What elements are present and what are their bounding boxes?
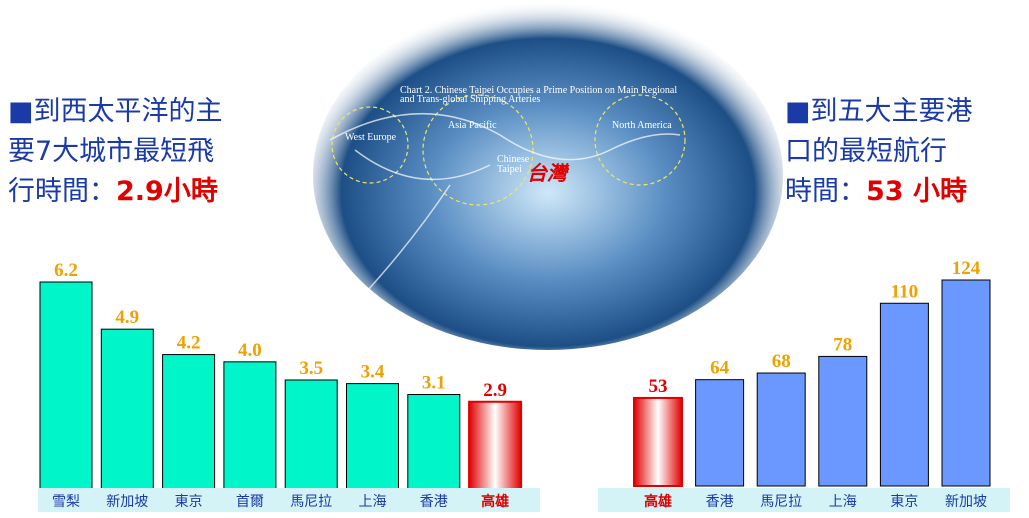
value-label: 78	[833, 334, 852, 355]
taiwan-label: 台灣	[527, 161, 570, 185]
category-label: 新加坡	[945, 494, 987, 510]
value-label: 68	[772, 351, 791, 372]
map-region: Asia Pacific	[448, 120, 497, 131]
category-label: 雪梨	[52, 494, 80, 510]
map-region: North America	[612, 120, 672, 131]
category-label: 香港	[706, 494, 734, 510]
bar	[633, 396, 683, 487]
bar	[39, 281, 93, 508]
bar	[756, 372, 806, 487]
value-label: 64	[710, 358, 730, 379]
map-label: Chinese	[497, 154, 530, 165]
category-label: 高雄	[481, 493, 509, 510]
bar	[223, 361, 277, 508]
heading-line: ■到西太平洋的主	[8, 96, 223, 127]
heading-line: 口的最短航行	[785, 136, 947, 167]
routes	[329, 113, 681, 331]
map-caption: and Trans-global Shipping Arteries	[400, 94, 540, 105]
value-label: 3.5	[299, 358, 323, 379]
value-label: 2.9	[483, 380, 507, 401]
category-label: 香港	[420, 494, 448, 510]
value-label: 53	[649, 376, 668, 397]
heading-highlight: 53 小時	[866, 176, 967, 207]
heading-line: ■到五大主要港	[785, 96, 973, 127]
value-label: 6.2	[54, 260, 78, 281]
value-label: 3.1	[422, 373, 446, 394]
category-label: 上海	[829, 494, 857, 510]
value-label: 124	[952, 258, 981, 279]
map-label: Taipei	[497, 164, 522, 175]
category-label: 東京	[890, 494, 918, 510]
bar	[695, 379, 745, 487]
bar	[162, 354, 216, 508]
category-label: 東京	[175, 494, 203, 510]
value-label: 4.9	[115, 307, 139, 328]
category-label: 首爾	[236, 494, 264, 510]
category-strip	[598, 488, 1010, 512]
bar	[346, 383, 399, 508]
value-label: 4.0	[238, 340, 262, 361]
globe	[313, 0, 783, 350]
value-label: 110	[891, 281, 918, 302]
category-label: 高雄	[644, 493, 672, 510]
value-label: 4.2	[177, 333, 201, 354]
heading-line: 行時間：2.9小時	[8, 176, 218, 207]
bar	[818, 355, 868, 487]
bar	[284, 379, 338, 508]
heading-line: 要7大城市最短飛	[8, 136, 214, 167]
category-label: 上海	[359, 494, 387, 510]
bar	[879, 302, 929, 487]
category-strip	[38, 488, 540, 512]
value-label: 3.4	[361, 362, 385, 383]
map-region: West Europe	[345, 132, 397, 143]
map-rings	[331, 94, 686, 206]
category-label: 馬尼拉	[290, 494, 332, 510]
heading-highlight: 2.9小時	[116, 176, 218, 207]
map-caption: Chart 2. Chinese Taipei Occupies a Prime…	[400, 85, 677, 96]
category-label: 新加坡	[106, 494, 148, 510]
bar	[941, 279, 991, 487]
category-label: 馬尼拉	[760, 494, 802, 510]
heading-line: 時間：53 小時	[785, 176, 967, 207]
bar	[100, 328, 154, 508]
